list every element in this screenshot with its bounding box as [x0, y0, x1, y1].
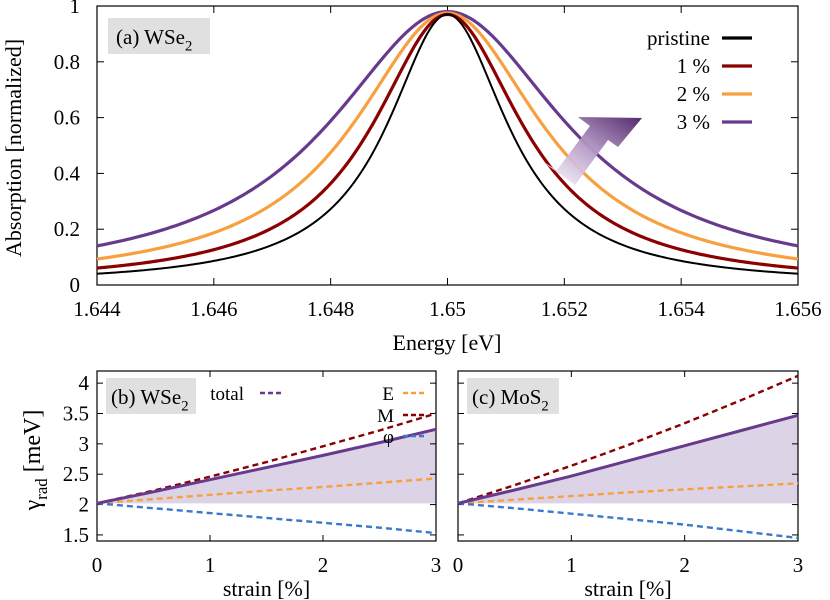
legend-label: φ	[383, 427, 394, 448]
y-axis-label: γrad [meV]	[20, 410, 51, 512]
panel-a-label: (a) WSe2	[116, 25, 192, 54]
legend-label: E	[382, 384, 394, 405]
x-tick-label: 2	[679, 553, 690, 577]
panel-label-box	[467, 378, 559, 414]
x-tick-label: 1.646	[190, 297, 237, 321]
panel-c-mos2-gamma-chart: 0 1 2 3 strain [%] (c) MoS2	[453, 370, 804, 600]
y-tick-label: 3	[79, 432, 90, 456]
series-line-φ	[96, 502, 437, 535]
x-tick-label: 0	[453, 553, 464, 577]
panel-label-box	[106, 378, 196, 414]
shaded-band	[458, 415, 798, 504]
x-tick-label: 1.648	[307, 297, 354, 321]
y-tick-label: 0.8	[54, 50, 80, 74]
y-tick-label: 1.5	[63, 523, 89, 547]
y-tick-label: 0.6	[54, 106, 80, 130]
x-tick-label: 1.652	[541, 297, 588, 321]
series-line-total	[96, 427, 437, 505]
x-tick-label: 0	[92, 553, 103, 577]
x-tick-label: 1.65	[429, 297, 466, 321]
legend-label: 1 %	[677, 54, 710, 78]
x-tick-label: 1	[566, 553, 577, 577]
x-tick-label: 1.654	[658, 297, 706, 321]
y-tick-label: 0.4	[54, 161, 81, 185]
y-tick-label: 2	[79, 493, 90, 517]
panel-a-absorption-chart: 1.644 1.646 1.648 1.65 1.652 1.654 1.656 0 0.2 0.…	[1, 0, 822, 355]
x-tick-label: 2	[318, 553, 329, 577]
series-line-0	[96, 13, 799, 275]
series-line-E	[457, 482, 799, 505]
legend-label: 2 %	[677, 82, 710, 106]
series-line-M	[457, 374, 799, 505]
x-tick-label: 3	[431, 553, 442, 577]
x-tick-label: 1.656	[774, 297, 821, 321]
panel-label: (b) WSe2	[111, 385, 189, 414]
y-tick-label: 0.2	[54, 217, 80, 241]
panel-label: (c) MoS2	[472, 385, 549, 414]
panel-frame	[96, 370, 437, 542]
y-tick-label: 4	[79, 371, 90, 395]
series-line-E	[96, 477, 437, 505]
panel-frame	[457, 370, 799, 542]
legend-label: 3 %	[677, 110, 710, 134]
strain-arrow-icon	[540, 117, 642, 185]
panel-a-label-box	[108, 18, 210, 54]
y-tick-label: 2.5	[63, 462, 89, 486]
series-line-φ	[457, 502, 799, 540]
y-tick-label: 3.5	[63, 402, 89, 426]
y-axis-label: Absorption [normalized]	[1, 39, 26, 257]
y-tick-label: 1	[70, 0, 81, 18]
series-line-total	[457, 413, 799, 505]
x-axis-label: strain [%]	[584, 576, 671, 600]
x-tick-label: 1.644	[73, 297, 121, 321]
legend-label: total	[210, 384, 244, 405]
panel-b-wse2-gamma-chart: 0 1 2 3 1.5 2 2.5 3 3.5 4 strain [%] (b) WSe2 total E…	[20, 370, 442, 600]
x-axis-label: Energy [eV]	[393, 330, 502, 355]
x-tick-label: 1	[205, 553, 216, 577]
x-axis-label: strain [%]	[223, 576, 310, 600]
legend-label: pristine	[647, 26, 710, 50]
y-tick-label: 0	[70, 273, 81, 297]
legend-label: M	[377, 406, 394, 427]
series-line-M	[96, 412, 437, 505]
x-tick-label: 3	[793, 553, 804, 577]
